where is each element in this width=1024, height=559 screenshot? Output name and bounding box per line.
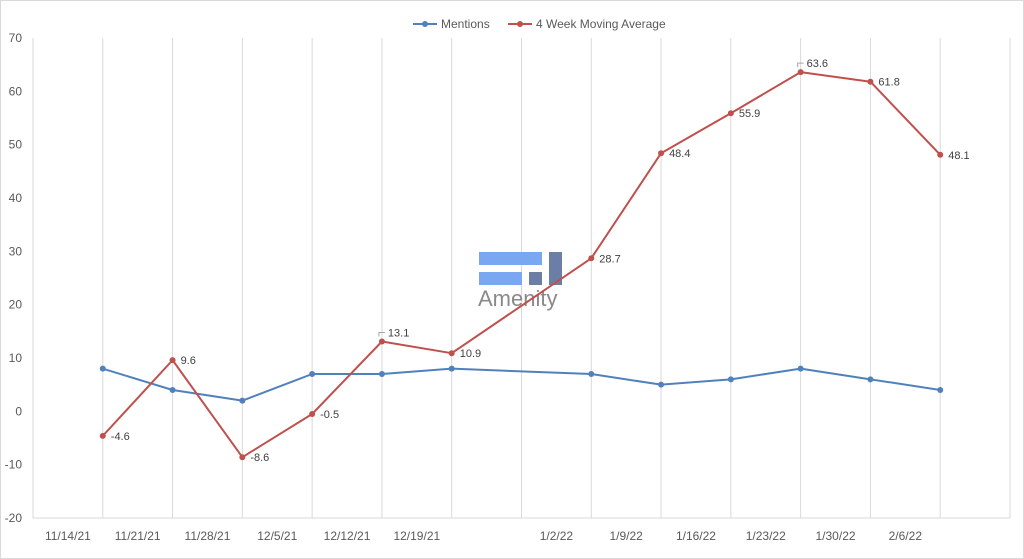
x-tick-label: 1/2/22 xyxy=(540,529,574,543)
y-tick-label: 70 xyxy=(9,31,23,45)
data-point-mentions xyxy=(448,365,455,372)
legend: Mentions 4 Week Moving Average xyxy=(413,17,666,31)
data-point-moving-average xyxy=(99,432,106,439)
x-axis-tick-labels: 11/14/21 11/21/21 11/28/21 12/5/21 12/12/21 1… xyxy=(45,529,922,543)
series-layer xyxy=(99,69,944,461)
data-label-moving-average: 10.9 xyxy=(460,348,481,360)
data-point-moving-average xyxy=(378,338,385,345)
y-tick-label: 30 xyxy=(9,244,23,258)
data-label-moving-average: -8.6 xyxy=(250,452,269,464)
series-line-mentions xyxy=(102,367,941,402)
data-point-moving-average xyxy=(169,357,176,364)
data-point-mentions xyxy=(239,397,246,404)
data-point-moving-average xyxy=(239,454,246,461)
data-label-moving-average: 55.9 xyxy=(739,108,760,120)
x-tick-label: 1/9/22 xyxy=(609,529,643,543)
series-line-moving-average xyxy=(102,71,941,459)
gridlines xyxy=(32,38,1011,518)
x-tick-label: 12/5/21 xyxy=(257,529,297,543)
amenity-watermark-logo: Amenity xyxy=(478,252,562,311)
legend-label-mentions: Mentions xyxy=(441,17,490,31)
data-label-moving-average: 28.7 xyxy=(599,253,620,265)
data-label-moving-average: -0.5 xyxy=(320,409,339,421)
data-label-moving-average: 48.1 xyxy=(948,150,969,162)
x-tick-label: 11/14/21 xyxy=(45,529,91,543)
data-point-mentions xyxy=(378,371,385,377)
data-point-moving-average xyxy=(867,78,874,85)
data-point-moving-average xyxy=(448,350,455,357)
watermark-vertical-bar xyxy=(549,252,562,285)
legend-label-moving-average: 4 Week Moving Average xyxy=(536,17,666,31)
data-label-leader xyxy=(797,62,804,68)
y-tick-label: -20 xyxy=(5,511,23,525)
x-tick-label: 12/12/21 xyxy=(324,529,371,543)
x-tick-label: 11/28/21 xyxy=(185,529,231,543)
x-tick-label: 12/19/21 xyxy=(393,529,440,543)
data-label-moving-average: 13.1 xyxy=(388,327,409,339)
axes xyxy=(32,38,1010,519)
watermark-bar-middle xyxy=(479,272,522,285)
x-tick-label: 2/6/22 xyxy=(889,529,923,543)
data-point-mentions xyxy=(588,371,595,377)
x-tick-label: 1/30/22 xyxy=(816,529,856,543)
data-point-mentions xyxy=(797,365,804,372)
data-point-moving-average xyxy=(588,255,595,262)
y-tick-label: 60 xyxy=(9,84,23,98)
y-axis-tick-labels: -20 -10 0 10 20 30 40 50 60 70 xyxy=(5,31,23,525)
data-labels: -4.6 9.6 -8.6 -0.5 13.1 10.9 28.7 48.4 55.9 63.6 6… xyxy=(111,58,970,464)
y-tick-label: 50 xyxy=(9,138,23,152)
data-label-moving-average: 48.4 xyxy=(669,148,690,160)
y-tick-label: 20 xyxy=(9,298,23,312)
data-point-moving-average xyxy=(658,150,665,157)
y-tick-label: 10 xyxy=(9,351,23,365)
data-point-moving-average xyxy=(937,151,944,158)
y-tick-label: 40 xyxy=(9,191,23,205)
data-point-mentions xyxy=(867,376,874,383)
x-tick-label: 11/21/21 xyxy=(115,529,161,543)
data-label-moving-average: -4.6 xyxy=(111,431,130,443)
x-tick-label: 1/16/22 xyxy=(676,529,716,543)
data-point-mentions xyxy=(99,365,106,372)
data-label-leader xyxy=(378,331,385,337)
data-label-moving-average: 63.6 xyxy=(807,58,828,70)
legend-marker-moving-average xyxy=(517,21,523,27)
data-point-mentions xyxy=(169,387,176,393)
x-tick-label: 1/23/22 xyxy=(746,529,786,543)
legend-marker-mentions xyxy=(422,21,428,27)
data-point-mentions xyxy=(727,376,734,383)
data-label-moving-average: 61.8 xyxy=(878,77,899,89)
data-point-moving-average xyxy=(797,69,804,76)
watermark-bar-top xyxy=(479,252,542,265)
data-point-mentions xyxy=(658,381,665,388)
watermark-square xyxy=(529,272,542,285)
data-point-mentions xyxy=(309,371,316,377)
y-tick-label: 0 xyxy=(15,404,22,418)
data-point-mentions xyxy=(937,387,944,393)
data-point-moving-average xyxy=(309,411,316,417)
data-label-moving-average: 9.6 xyxy=(181,355,196,367)
data-point-moving-average xyxy=(727,110,734,117)
y-tick-label: -10 xyxy=(5,458,23,472)
